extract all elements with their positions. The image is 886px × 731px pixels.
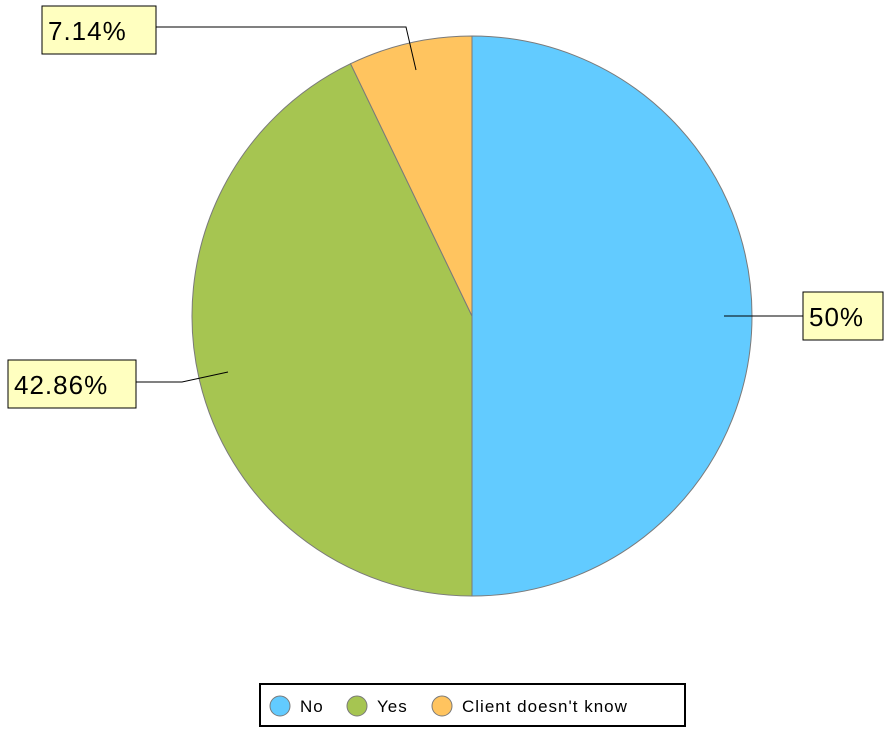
data-label-yes: 42.86% xyxy=(14,370,108,400)
legend-label-no: No xyxy=(300,697,324,716)
data-label-no: 50% xyxy=(809,302,864,332)
data-label-box-no xyxy=(802,291,884,341)
legend-marker-yes xyxy=(346,695,368,717)
data-label-box-client-doesn-t-know xyxy=(41,5,157,55)
pie-slice-no xyxy=(471,35,753,597)
data-label-box-yes xyxy=(7,359,137,409)
legend-marker-no xyxy=(269,695,291,717)
legend: No Yes Client doesn't know xyxy=(259,683,686,727)
legend-label-client-doesn-t-know: Client doesn't know xyxy=(462,697,628,716)
data-labels: 50% 42.86% 7.14% xyxy=(7,5,884,409)
leader-line-client-doesn-t-know xyxy=(156,26,417,71)
pie-slices xyxy=(191,35,753,597)
legend-box xyxy=(259,683,686,727)
data-label-client-doesn-t-know: 7.14% xyxy=(48,16,127,46)
legend-label-yes: Yes xyxy=(377,697,408,716)
leader-line-yes xyxy=(136,371,229,383)
legend-marker-client-doesn-t-know xyxy=(431,695,453,717)
